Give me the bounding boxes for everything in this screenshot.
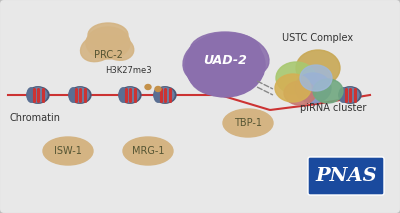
Ellipse shape [88,23,128,47]
Ellipse shape [156,88,174,102]
Ellipse shape [27,88,35,102]
Ellipse shape [154,87,176,103]
Text: PRC-2: PRC-2 [94,50,122,60]
Ellipse shape [313,79,343,103]
Ellipse shape [276,62,316,94]
Text: H3K27me3: H3K27me3 [105,66,151,75]
Ellipse shape [102,36,134,60]
Ellipse shape [80,34,116,62]
Text: TBP-1: TBP-1 [234,118,262,128]
Ellipse shape [284,81,316,105]
Text: PNAS: PNAS [315,167,377,185]
Ellipse shape [86,27,130,59]
Ellipse shape [119,88,127,102]
Ellipse shape [29,88,47,102]
Ellipse shape [211,34,269,76]
Ellipse shape [121,88,139,102]
Ellipse shape [339,87,361,103]
Ellipse shape [27,87,49,103]
Text: ISW-1: ISW-1 [54,146,82,156]
Ellipse shape [71,88,89,102]
Text: UAD-2: UAD-2 [203,53,247,66]
Ellipse shape [123,137,173,165]
Ellipse shape [275,74,311,102]
Ellipse shape [188,45,252,95]
Ellipse shape [296,50,340,86]
Ellipse shape [69,87,91,103]
FancyBboxPatch shape [308,157,384,195]
Text: USTC Complex: USTC Complex [282,33,354,43]
Ellipse shape [300,65,332,91]
Ellipse shape [341,88,359,102]
Ellipse shape [119,87,141,103]
Text: MRG-1: MRG-1 [132,146,164,156]
Text: Chromatin: Chromatin [10,113,60,123]
Ellipse shape [223,109,273,137]
Ellipse shape [154,88,162,102]
Ellipse shape [145,85,151,89]
Ellipse shape [339,88,347,102]
Ellipse shape [69,88,77,102]
Ellipse shape [190,32,260,68]
Ellipse shape [295,73,331,103]
Text: piRNA cluster: piRNA cluster [300,103,366,113]
Ellipse shape [185,33,265,97]
Ellipse shape [183,37,237,83]
Ellipse shape [43,137,93,165]
Ellipse shape [155,86,161,92]
